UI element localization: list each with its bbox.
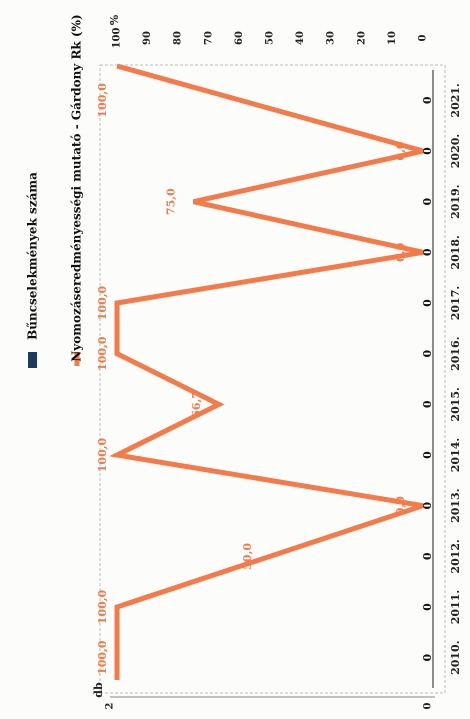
count-data-label: 0 <box>421 552 434 560</box>
percent-axis-tick: 80 <box>173 31 184 45</box>
legend-label-bunselekmenyek: Bűncselekmények száma <box>26 172 40 340</box>
count-data-label: 0 <box>421 451 434 459</box>
percent-axis-label: % <box>108 14 121 25</box>
category-tick-label: 2016. <box>449 336 462 370</box>
count-data-label: 0 <box>421 349 434 357</box>
category-tick-label: 2018. <box>449 235 462 269</box>
percent-axis-tick: 70 <box>203 31 214 45</box>
count-data-label: 0 <box>421 299 434 307</box>
percent-data-label: 100,0 <box>96 336 109 371</box>
percent-axis-tick: 100 <box>112 28 123 49</box>
percent-data-label: 100,0 <box>96 437 109 472</box>
percent-data-label: 50,0 <box>241 543 254 570</box>
category-tick-label: 2017. <box>449 286 462 320</box>
percent-data-label: 0,0 <box>394 242 407 261</box>
chart-texts: 2010. 2011. 2012. 2013. 2014. 2015. 2016. 2017.… <box>26 14 463 709</box>
data-marks <box>28 352 80 368</box>
count-data-label: 0 <box>421 96 434 104</box>
series-lines <box>108 63 424 680</box>
percent-data-label: 100,0 <box>96 285 109 320</box>
category-tick-label: 2014. <box>449 438 462 472</box>
db-axis-tick: 0 <box>423 702 434 709</box>
percent-data-label: 100,0 <box>96 640 109 675</box>
percent-axis-tick: 20 <box>356 31 367 45</box>
category-tick-label: 2019. <box>449 184 462 218</box>
category-tick-label: 2013. <box>449 488 462 522</box>
percent-axis-tick: 0 <box>418 34 429 41</box>
count-data-label: 0 <box>421 400 434 408</box>
category-tick-label: 2011. <box>449 590 462 624</box>
percent-data-label: 0,0 <box>394 141 407 160</box>
count-data-label: 0 <box>421 653 434 661</box>
plot-border <box>99 64 446 694</box>
category-tick-label: 2010. <box>449 640 462 674</box>
category-tick-label: 2020. <box>449 134 462 168</box>
legend-label-nyomozaseredmenyessegi: Nyomozáseredményességi mutató - Gárdony … <box>70 14 84 361</box>
category-tick-label: 2012. <box>449 539 462 573</box>
count-data-label: 0 <box>421 197 434 205</box>
count-data-label: 0 <box>421 248 434 256</box>
percent-axis-tick: 40 <box>295 31 306 45</box>
percent-data-label: 0,0 <box>394 496 407 515</box>
percent-axis-tick: 30 <box>326 31 337 45</box>
percent-axis-tick: 60 <box>234 31 245 45</box>
percent-data-label: 100,0 <box>96 589 109 624</box>
count-data-label: 0 <box>421 603 434 611</box>
percent-data-label: 100,0 <box>96 83 109 118</box>
category-tick-label: 2021. <box>449 83 462 117</box>
category-tick-label: 2015. <box>449 387 462 421</box>
percent-axis-tick: 10 <box>387 31 398 45</box>
plot-area <box>99 64 446 698</box>
series-line-nyomozaseredmenyessegi <box>108 63 424 680</box>
percent-data-label: 66,7 <box>190 391 203 418</box>
legend-swatch-bunselekmenyek <box>28 352 37 368</box>
percent-axis-tick: 50 <box>265 31 276 45</box>
db-axis-tick: 2 <box>105 702 116 709</box>
percent-axis-tick: 90 <box>142 31 153 45</box>
count-data-label: 0 <box>421 147 434 155</box>
percent-data-label: 75,0 <box>165 188 178 215</box>
count-data-label: 0 <box>421 501 434 509</box>
db-axis-label: db <box>92 682 105 698</box>
